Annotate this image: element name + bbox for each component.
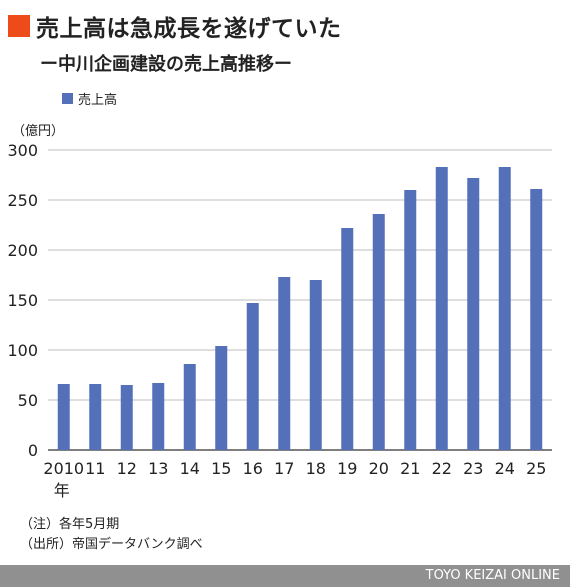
- legend-label: 売上高: [78, 93, 118, 108]
- bar: [435, 167, 448, 450]
- bar: [498, 167, 511, 450]
- x-tick-label: 16: [243, 459, 263, 478]
- bar: [215, 346, 228, 450]
- x-tick-label: 25: [526, 459, 546, 478]
- note-period: （注）各年5月期: [20, 517, 120, 532]
- y-tick-label: 200: [7, 241, 38, 260]
- bar: [89, 384, 102, 450]
- x-tick-label: 13: [148, 459, 168, 478]
- x-tick-label: 17: [274, 459, 294, 478]
- title-accent-square: [8, 15, 30, 37]
- chart-subtitle: ー中川企画建設の売上高推移ー: [40, 54, 292, 75]
- y-tick-label: 300: [7, 141, 38, 160]
- bar: [246, 303, 259, 450]
- y-tick-label: 150: [7, 291, 38, 310]
- bar: [404, 190, 417, 450]
- x-tick-label: 2010: [43, 459, 84, 478]
- bar: [341, 228, 354, 450]
- x-tick-label: 12: [117, 459, 137, 478]
- legend-swatch: [62, 93, 73, 104]
- footer-bar: TOYO KEIZAI ONLINE: [0, 565, 570, 587]
- bar: [57, 384, 70, 450]
- bar: [309, 280, 322, 450]
- y-tick-label: 250: [7, 191, 38, 210]
- y-tick-label: 0: [28, 441, 38, 460]
- x-tick-label: 24: [495, 459, 515, 478]
- bar: [120, 385, 133, 450]
- bar: [372, 214, 385, 450]
- notes: （注）各年5月期 （出所）帝国データバンク調べ: [20, 515, 203, 555]
- x-tick-label: 23: [463, 459, 483, 478]
- bar: [183, 364, 196, 450]
- y-tick-label: 50: [18, 391, 38, 410]
- x-tick-suffix: 年: [54, 481, 70, 500]
- chart-title: 売上高は急成長を遂げていた: [36, 16, 342, 42]
- bar-chart: 0 50 100 150 200 250 300 2010 年 11 12 13 14 15 16 17 18 1…: [7, 141, 552, 500]
- x-tick-label: 21: [400, 459, 420, 478]
- y-axis-unit: （億円）: [12, 124, 65, 139]
- note-source: （出所）帝国データバンク調べ: [20, 537, 203, 552]
- bar: [467, 178, 480, 450]
- x-tick-label: 11: [85, 459, 105, 478]
- x-tick-label: 18: [306, 459, 326, 478]
- x-tick-label: 14: [180, 459, 200, 478]
- legend: 売上高: [62, 89, 117, 108]
- x-tick-label: 15: [211, 459, 231, 478]
- bar: [278, 277, 291, 450]
- bar: [530, 189, 543, 450]
- x-tick-label: 20: [369, 459, 389, 478]
- y-tick-label: 100: [7, 341, 38, 360]
- x-tick-label: 19: [337, 459, 357, 478]
- bar: [152, 383, 165, 450]
- title-row: 売上高は急成長を遂げていた: [8, 12, 342, 42]
- x-tick-label: 22: [432, 459, 452, 478]
- footer-brand: TOYO KEIZAI ONLINE: [425, 568, 560, 583]
